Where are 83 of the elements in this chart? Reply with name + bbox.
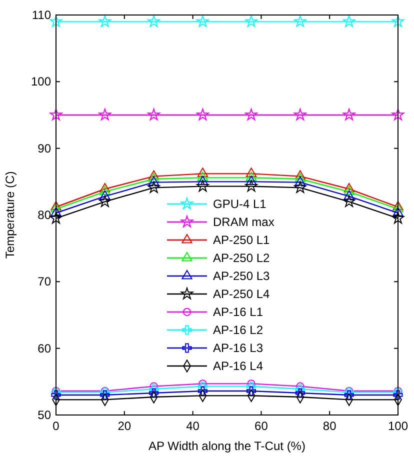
x-tick-label: 80: [322, 419, 337, 433]
point: [98, 15, 112, 27]
point: [294, 172, 306, 182]
point: [294, 15, 306, 27]
point: [198, 386, 208, 396]
point: [245, 108, 258, 120]
x-axis-title: AP Width along the T-Cut (%): [148, 439, 306, 453]
point: [392, 15, 404, 27]
point: [393, 390, 403, 400]
x-tick-label: 20: [118, 419, 132, 433]
point: [295, 388, 305, 398]
legend-label: DRAM max: [213, 215, 274, 229]
y-tick-label: 90: [38, 141, 52, 156]
y-tick-label: 60: [38, 341, 52, 356]
point: [197, 168, 208, 177]
point: [392, 212, 404, 224]
point: [342, 108, 356, 120]
point: [294, 108, 306, 120]
y-axis-title: Temperature (C): [3, 171, 17, 259]
legend-label: AP-250 L4: [213, 287, 270, 301]
y-tick-label: 50: [38, 408, 52, 422]
x-tick-label: 0: [52, 419, 60, 433]
point: [246, 168, 257, 177]
point: [98, 108, 112, 120]
point: [149, 388, 159, 398]
point: [245, 15, 258, 27]
point: [148, 176, 160, 186]
point: [197, 172, 208, 181]
point: [344, 190, 354, 200]
point: [150, 382, 158, 390]
y-tick-label: 110: [32, 8, 52, 22]
legend-label: AP-250 L1: [213, 233, 270, 247]
y-tick-label: 100: [30, 74, 52, 89]
point: [50, 212, 62, 224]
point: [197, 176, 208, 185]
x-tick-label: 40: [186, 419, 200, 433]
point: [344, 390, 354, 400]
x-tick-label: 100: [388, 419, 408, 433]
point: [245, 180, 258, 192]
legend-label: AP-16 L1: [213, 305, 264, 319]
point: [196, 15, 209, 27]
point: [392, 108, 404, 120]
point: [100, 390, 110, 400]
point: [148, 181, 160, 193]
point: [246, 172, 257, 181]
y-tick-label: 70: [38, 274, 52, 289]
point: [148, 15, 160, 27]
x-tick-label: 60: [254, 419, 268, 433]
point: [149, 384, 159, 394]
legend-label: AP-250 L3: [213, 269, 270, 283]
point: [98, 195, 112, 207]
point: [148, 108, 160, 120]
point: [295, 384, 305, 394]
point: [392, 206, 404, 216]
point: [342, 195, 356, 207]
point: [344, 186, 354, 195]
point: [196, 180, 209, 192]
point: [196, 108, 209, 120]
point: [50, 15, 62, 27]
point: [100, 182, 110, 192]
legend-label: AP-250 L2: [213, 251, 270, 265]
point: [148, 170, 160, 180]
legend-label: AP-16 L2: [213, 323, 264, 337]
point: [294, 176, 306, 186]
point: [198, 382, 208, 392]
legend-label: AP-16 L3: [213, 341, 264, 355]
point: [246, 386, 256, 396]
point: [50, 108, 62, 120]
point: [296, 382, 304, 390]
point: [100, 190, 110, 200]
point: [294, 181, 306, 193]
y-tick-label: 80: [38, 208, 52, 222]
legend-label: AP-16 L4: [213, 359, 264, 373]
legend-label: GPU-4 L1: [213, 197, 267, 211]
point: [50, 206, 62, 216]
point: [344, 182, 354, 192]
point: [246, 176, 257, 185]
point: [342, 15, 356, 27]
point: [148, 172, 160, 182]
point: [51, 390, 61, 400]
point: [246, 382, 256, 392]
point: [100, 186, 110, 195]
point: [294, 170, 306, 180]
